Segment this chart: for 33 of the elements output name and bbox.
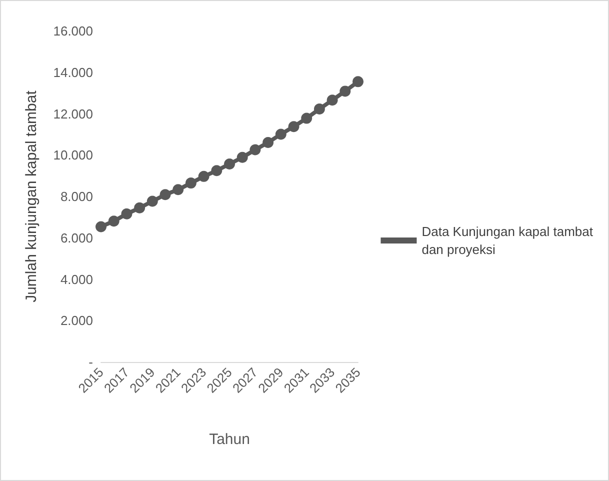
x-axis-title: Tahun [209,431,250,448]
point [288,121,300,132]
y-tick-label: 10.000 [53,148,93,163]
legend-label: Data Kunjungan kapal tambat dan proyeksi [422,224,594,257]
point [160,189,171,200]
point [314,103,325,114]
point [172,184,184,196]
point [108,216,120,227]
point [224,158,235,170]
point [121,208,132,220]
point [198,170,210,182]
y-tick-label: 8.000 [60,189,93,204]
point [301,112,312,124]
point [326,94,338,106]
y-axis-title: Jumlah kunjungan kapal tambat [23,90,40,302]
y-tick-label: 14.000 [53,64,93,80]
point [250,144,261,156]
point [146,196,158,207]
point [352,76,364,88]
point [236,152,248,163]
point [96,221,106,232]
y-tick-label: 16.000 [53,24,93,38]
point [185,178,196,189]
point [134,202,146,214]
y-tick-label: 6.000 [60,230,93,246]
y-tick-label: 12.000 [53,106,93,122]
point [262,137,274,148]
y-tick-label: 2.000 [60,313,93,328]
point [211,165,222,176]
point [275,128,286,140]
point [340,86,351,97]
y-tick-label: 4.000 [60,272,93,287]
y-tick-label: - [88,354,93,370]
